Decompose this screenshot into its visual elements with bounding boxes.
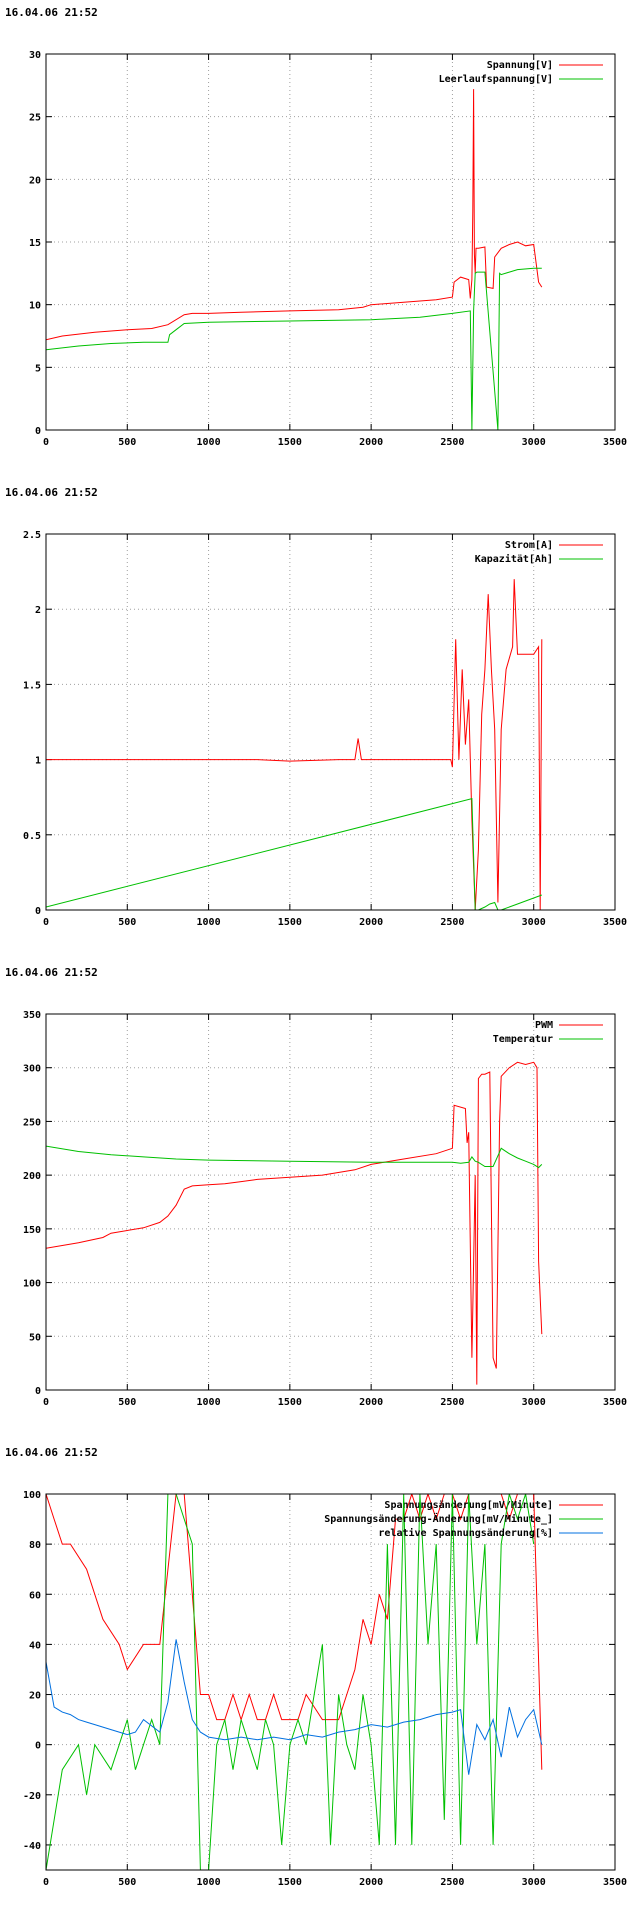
series-line: [46, 1494, 535, 1870]
plot-frame: [45, 53, 616, 431]
timestamp-label: 16.04.06 21:52: [5, 6, 98, 19]
y-tick-label: 80: [29, 1540, 41, 1551]
x-tick-label: 2500: [440, 1877, 464, 1888]
x-tick-label: 2500: [440, 917, 464, 928]
y-tick-label: 100: [23, 1490, 41, 1501]
x-tick-label: 2000: [359, 437, 383, 448]
x-tick-label: 2000: [359, 1397, 383, 1408]
legend-label: Strom[A]: [505, 540, 553, 551]
x-tick-label: 1500: [278, 437, 302, 448]
y-tick-label: 0.5: [23, 831, 41, 842]
current-chart: 16.04.06 21:52 0 0.5 1 1.5 2 2.5 0 500 1000 1500 20…: [5, 486, 627, 928]
x-tick-label: 3500: [603, 917, 627, 928]
y-tick-label: 0: [35, 1386, 41, 1397]
x-tick-label: 0: [43, 437, 49, 448]
y-tick-label: 20: [29, 1691, 41, 1702]
x-tick-label: 1000: [197, 437, 221, 448]
x-tick-label: 1500: [278, 1877, 302, 1888]
y-tick-label: 15: [29, 238, 41, 249]
y-tick-label: 20: [29, 175, 41, 186]
y-tick-label: 0: [35, 1741, 41, 1752]
timestamp-label: 16.04.06 21:52: [5, 486, 98, 499]
y-tick-label: -40: [23, 1841, 41, 1852]
y-tick-label: 1: [35, 756, 41, 767]
y-tick-label: 50: [29, 1332, 41, 1343]
legend-label: PWM: [535, 1020, 553, 1031]
pwm-chart-panel: 16.04.06 21:52 0 50 100 150 200 250 300 350 0 500 1…: [0, 960, 640, 1440]
x-tick-label: 2000: [359, 1877, 383, 1888]
x-tick-label: 3000: [522, 437, 546, 448]
legend-label: Leerlaufspannung[V]: [439, 74, 553, 85]
x-tick-label: 3000: [522, 917, 546, 928]
legend-label: Temperatur: [493, 1034, 553, 1045]
y-tick-label: 200: [23, 1171, 41, 1182]
y-tick-label: 25: [29, 113, 41, 124]
y-tick-label: 150: [23, 1225, 41, 1236]
y-tick-label: 2: [35, 605, 41, 616]
x-tick-label: 500: [118, 917, 136, 928]
series-line: [46, 1639, 543, 1775]
series-line: [46, 1061, 543, 1385]
x-tick-label: 3000: [522, 1397, 546, 1408]
y-tick-label: 250: [23, 1117, 41, 1128]
x-tick-label: 1000: [197, 917, 221, 928]
legend-label: Spannung[V]: [487, 60, 553, 71]
y-tick-label: 40: [29, 1640, 41, 1651]
x-tick-label: 0: [43, 1877, 49, 1888]
series-line: [46, 579, 543, 910]
x-tick-label: 500: [118, 437, 136, 448]
series-line: [46, 89, 543, 341]
y-tick-label: 0: [35, 426, 41, 437]
y-tick-label: 30: [29, 50, 41, 61]
y-tick-label: 350: [23, 1010, 41, 1021]
x-tick-label: 1000: [197, 1397, 221, 1408]
x-tick-label: 2500: [440, 437, 464, 448]
x-tick-label: 1500: [278, 1397, 302, 1408]
x-tick-label: 3000: [522, 1877, 546, 1888]
legend-label: Kapazität[Ah]: [475, 553, 553, 565]
x-tick-label: 3500: [603, 1397, 627, 1408]
voltage-chart-panel: 16.04.06 21:52 0 5 10 15 20 25 30 0 500 1000 1500 20…: [0, 0, 640, 480]
series-line: [46, 1145, 543, 1169]
x-tick-label: 2500: [440, 1397, 464, 1408]
y-tick-label: 1.5: [23, 680, 41, 691]
plot-frame: [45, 1013, 616, 1391]
voltage-change-chart-panel: 16.04.06 21:52 -40 -20 0 20 40 60 80 100 0 500 1000…: [0, 1440, 640, 1920]
y-tick-label: 100: [23, 1279, 41, 1290]
x-tick-label: 3500: [603, 1877, 627, 1888]
y-tick-label: 10: [29, 301, 41, 312]
timestamp-label: 16.04.06 21:52: [5, 966, 98, 979]
y-tick-label: 0: [35, 906, 41, 917]
x-tick-label: 0: [43, 1397, 49, 1408]
voltage-chart: 16.04.06 21:52 0 5 10 15 20 25 30 0 500 1000 1500 20…: [5, 6, 627, 448]
legend-label: relative Spannungsänderung[%]: [378, 1527, 553, 1539]
x-tick-label: 0: [43, 917, 49, 928]
series-line: [46, 798, 542, 910]
x-tick-label: 1000: [197, 1877, 221, 1888]
series-line: [46, 1494, 543, 1770]
y-tick-label: -20: [23, 1791, 41, 1802]
current-chart-panel: 16.04.06 21:52 0 0.5 1 1.5 2 2.5 0 500 1000 1500 20…: [0, 480, 640, 960]
x-tick-label: 500: [118, 1397, 136, 1408]
plot-frame: [45, 1493, 616, 1871]
timestamp-label: 16.04.06 21:52: [5, 1446, 98, 1459]
y-tick-label: 2.5: [23, 530, 41, 541]
x-tick-label: 500: [118, 1877, 136, 1888]
y-tick-label: 60: [29, 1590, 41, 1601]
legend-label: Spannungsänderung-Änderung[mV/Minute_]: [324, 1511, 553, 1525]
series-line: [46, 267, 542, 430]
x-tick-label: 3500: [603, 437, 627, 448]
x-tick-label: 1500: [278, 917, 302, 928]
y-tick-label: 300: [23, 1064, 41, 1075]
y-tick-label: 5: [35, 363, 41, 374]
plot-frame: [45, 533, 616, 911]
x-tick-label: 2000: [359, 917, 383, 928]
